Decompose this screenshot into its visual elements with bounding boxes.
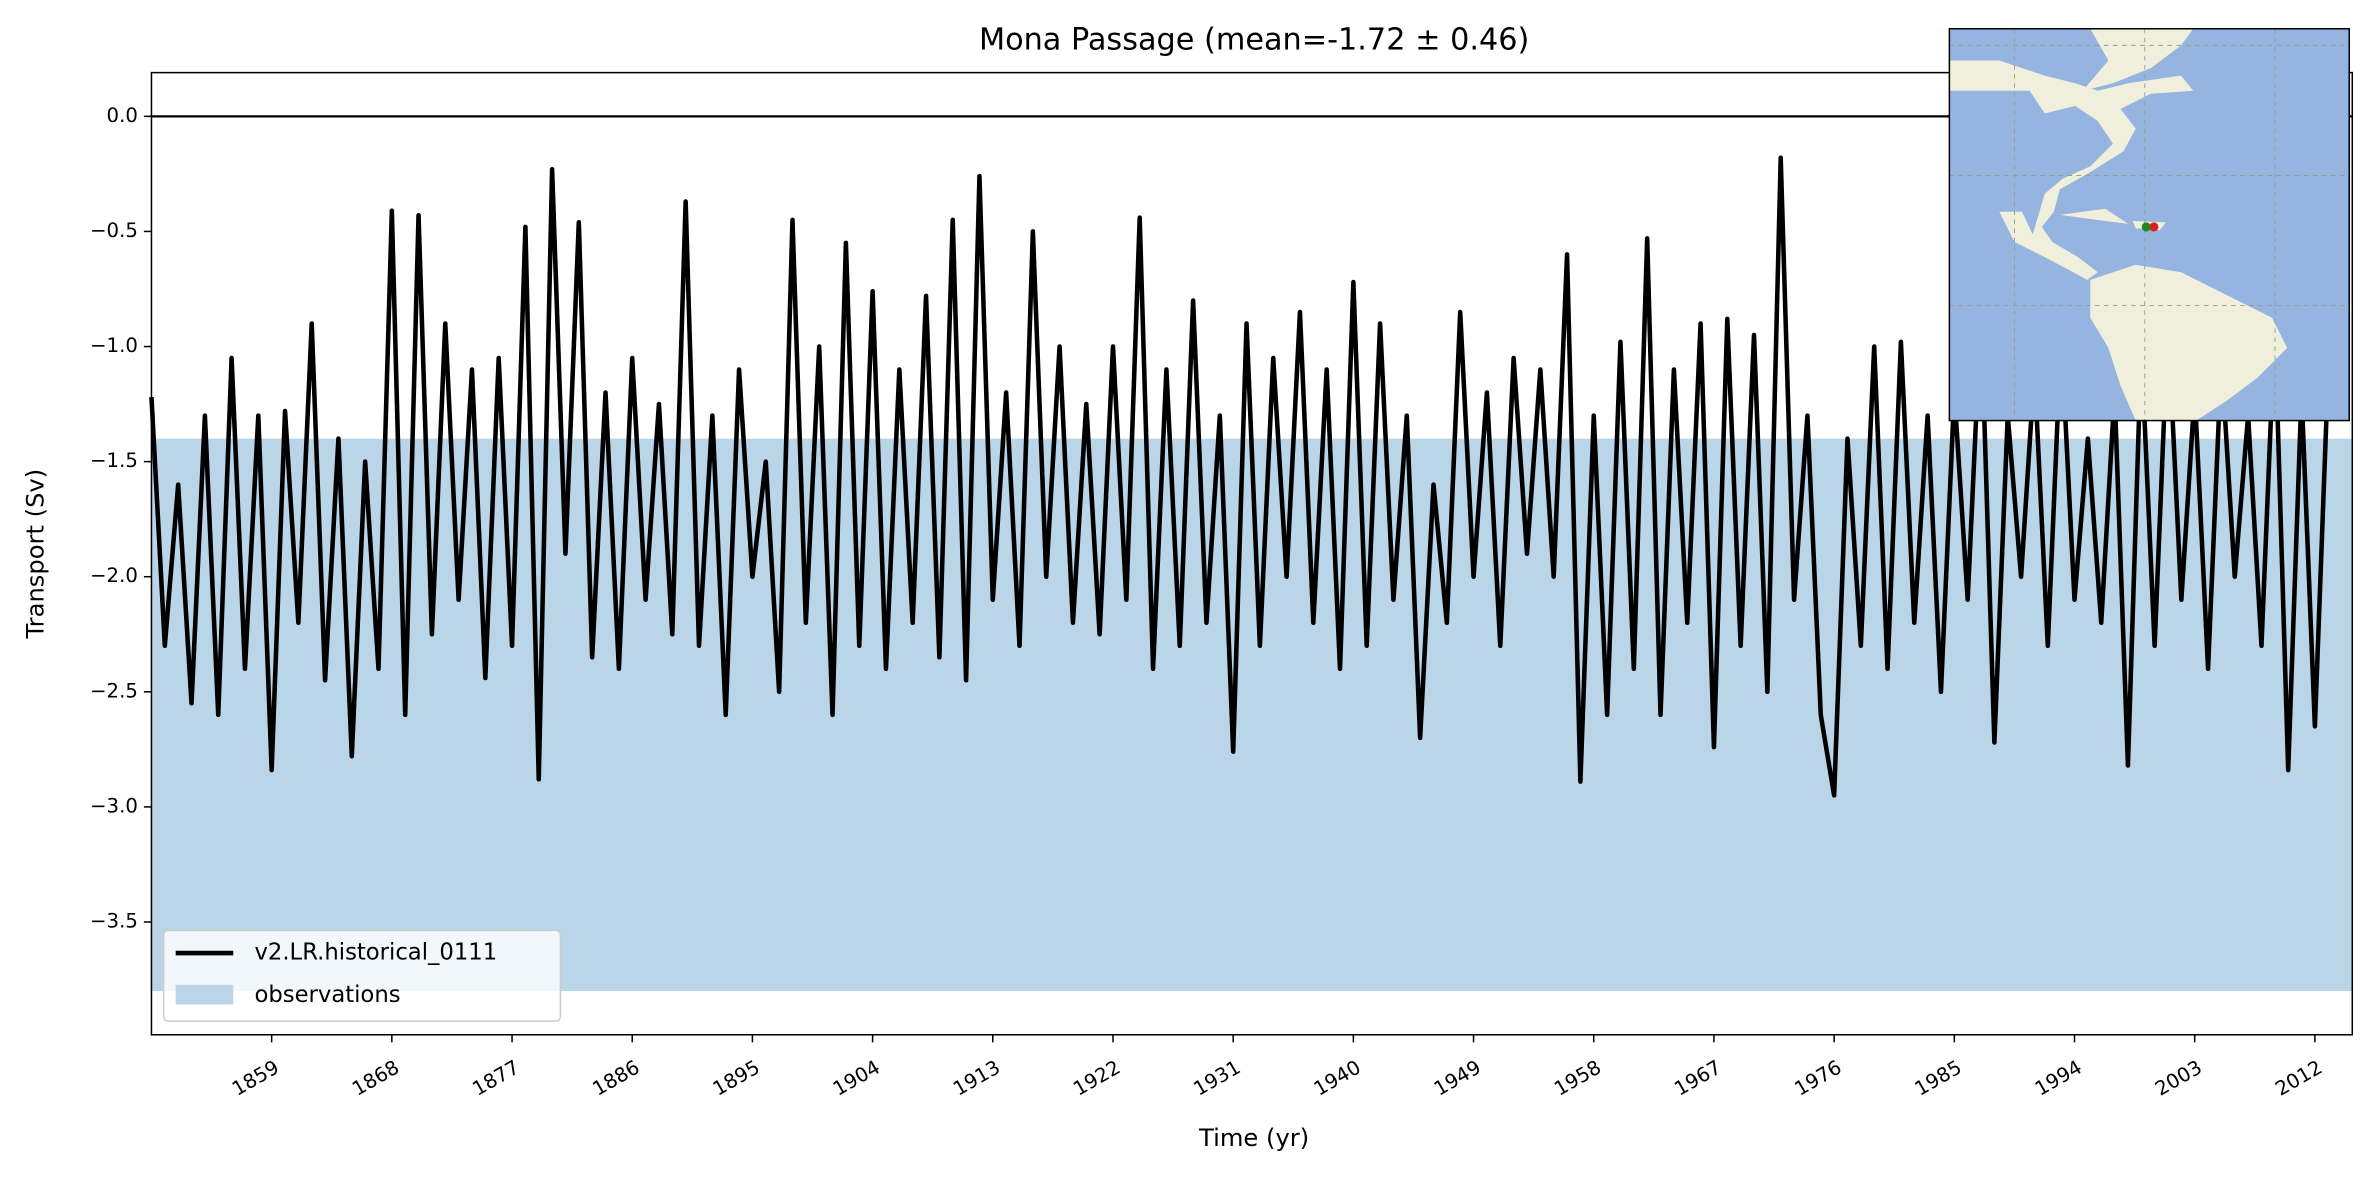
x-tick-label: 1859 xyxy=(228,1056,283,1101)
x-tick-label: 1877 xyxy=(468,1056,523,1101)
x-tick-label: 1886 xyxy=(589,1056,644,1101)
north-america xyxy=(1949,28,2194,280)
x-tick-label: 1913 xyxy=(949,1056,1004,1101)
x-axis-label: Time (yr) xyxy=(1198,1124,1309,1152)
x-tick-label: 1940 xyxy=(1310,1056,1365,1101)
legend-box xyxy=(162,929,562,1022)
y-tick-label: 0.0 xyxy=(107,104,138,127)
y-tick-label: −2.5 xyxy=(90,679,138,702)
legend-swatch xyxy=(175,984,234,1005)
legend-label: v2.LR.historical_0111 xyxy=(254,940,497,966)
y-tick-label: −0.5 xyxy=(90,219,138,242)
south-america xyxy=(2090,264,2288,421)
map-point xyxy=(2149,222,2159,232)
islands xyxy=(2059,208,2166,230)
inset-map xyxy=(1948,27,2351,422)
y-axis-label: Transport (Sv) xyxy=(21,469,49,640)
x-tick-label: 1994 xyxy=(2031,1056,2086,1101)
y-tick-label: −2.0 xyxy=(90,564,138,587)
y-tick-label: −3.5 xyxy=(90,909,138,932)
y-tick-label: −1.5 xyxy=(90,449,138,472)
x-tick-label: 1904 xyxy=(829,1056,884,1101)
legend: v2.LR.historical_0111 observations xyxy=(162,929,562,1022)
x-tick-label: 1895 xyxy=(709,1056,764,1101)
x-tick-label: 1949 xyxy=(1430,1056,1485,1101)
x-tick-label: 1985 xyxy=(1911,1056,1966,1101)
inset-frame xyxy=(1948,27,2351,422)
x-tick-label: 1976 xyxy=(1791,1056,1846,1101)
map-point xyxy=(2141,222,2151,232)
chart-title: Mona Passage (mean=-1.72 ± 0.46) xyxy=(979,22,1529,57)
x-tick-label: 2012 xyxy=(2271,1056,2326,1101)
x-tick-label: 1967 xyxy=(1670,1056,1725,1101)
y-tick-label: −1.0 xyxy=(90,334,138,357)
observation-band xyxy=(151,438,2353,992)
x-tick-label: 1868 xyxy=(348,1056,403,1101)
x-tick-label: 1931 xyxy=(1190,1056,1245,1101)
x-tick-label: 1922 xyxy=(1069,1056,1124,1101)
legend-label: observations xyxy=(254,982,400,1008)
x-tick-label: 2003 xyxy=(2151,1056,2206,1101)
y-tick-label: −3.0 xyxy=(90,794,138,817)
plot-area xyxy=(149,115,2353,992)
axes-frame xyxy=(150,71,2354,1036)
x-tick-label: 1958 xyxy=(1550,1056,1605,1101)
